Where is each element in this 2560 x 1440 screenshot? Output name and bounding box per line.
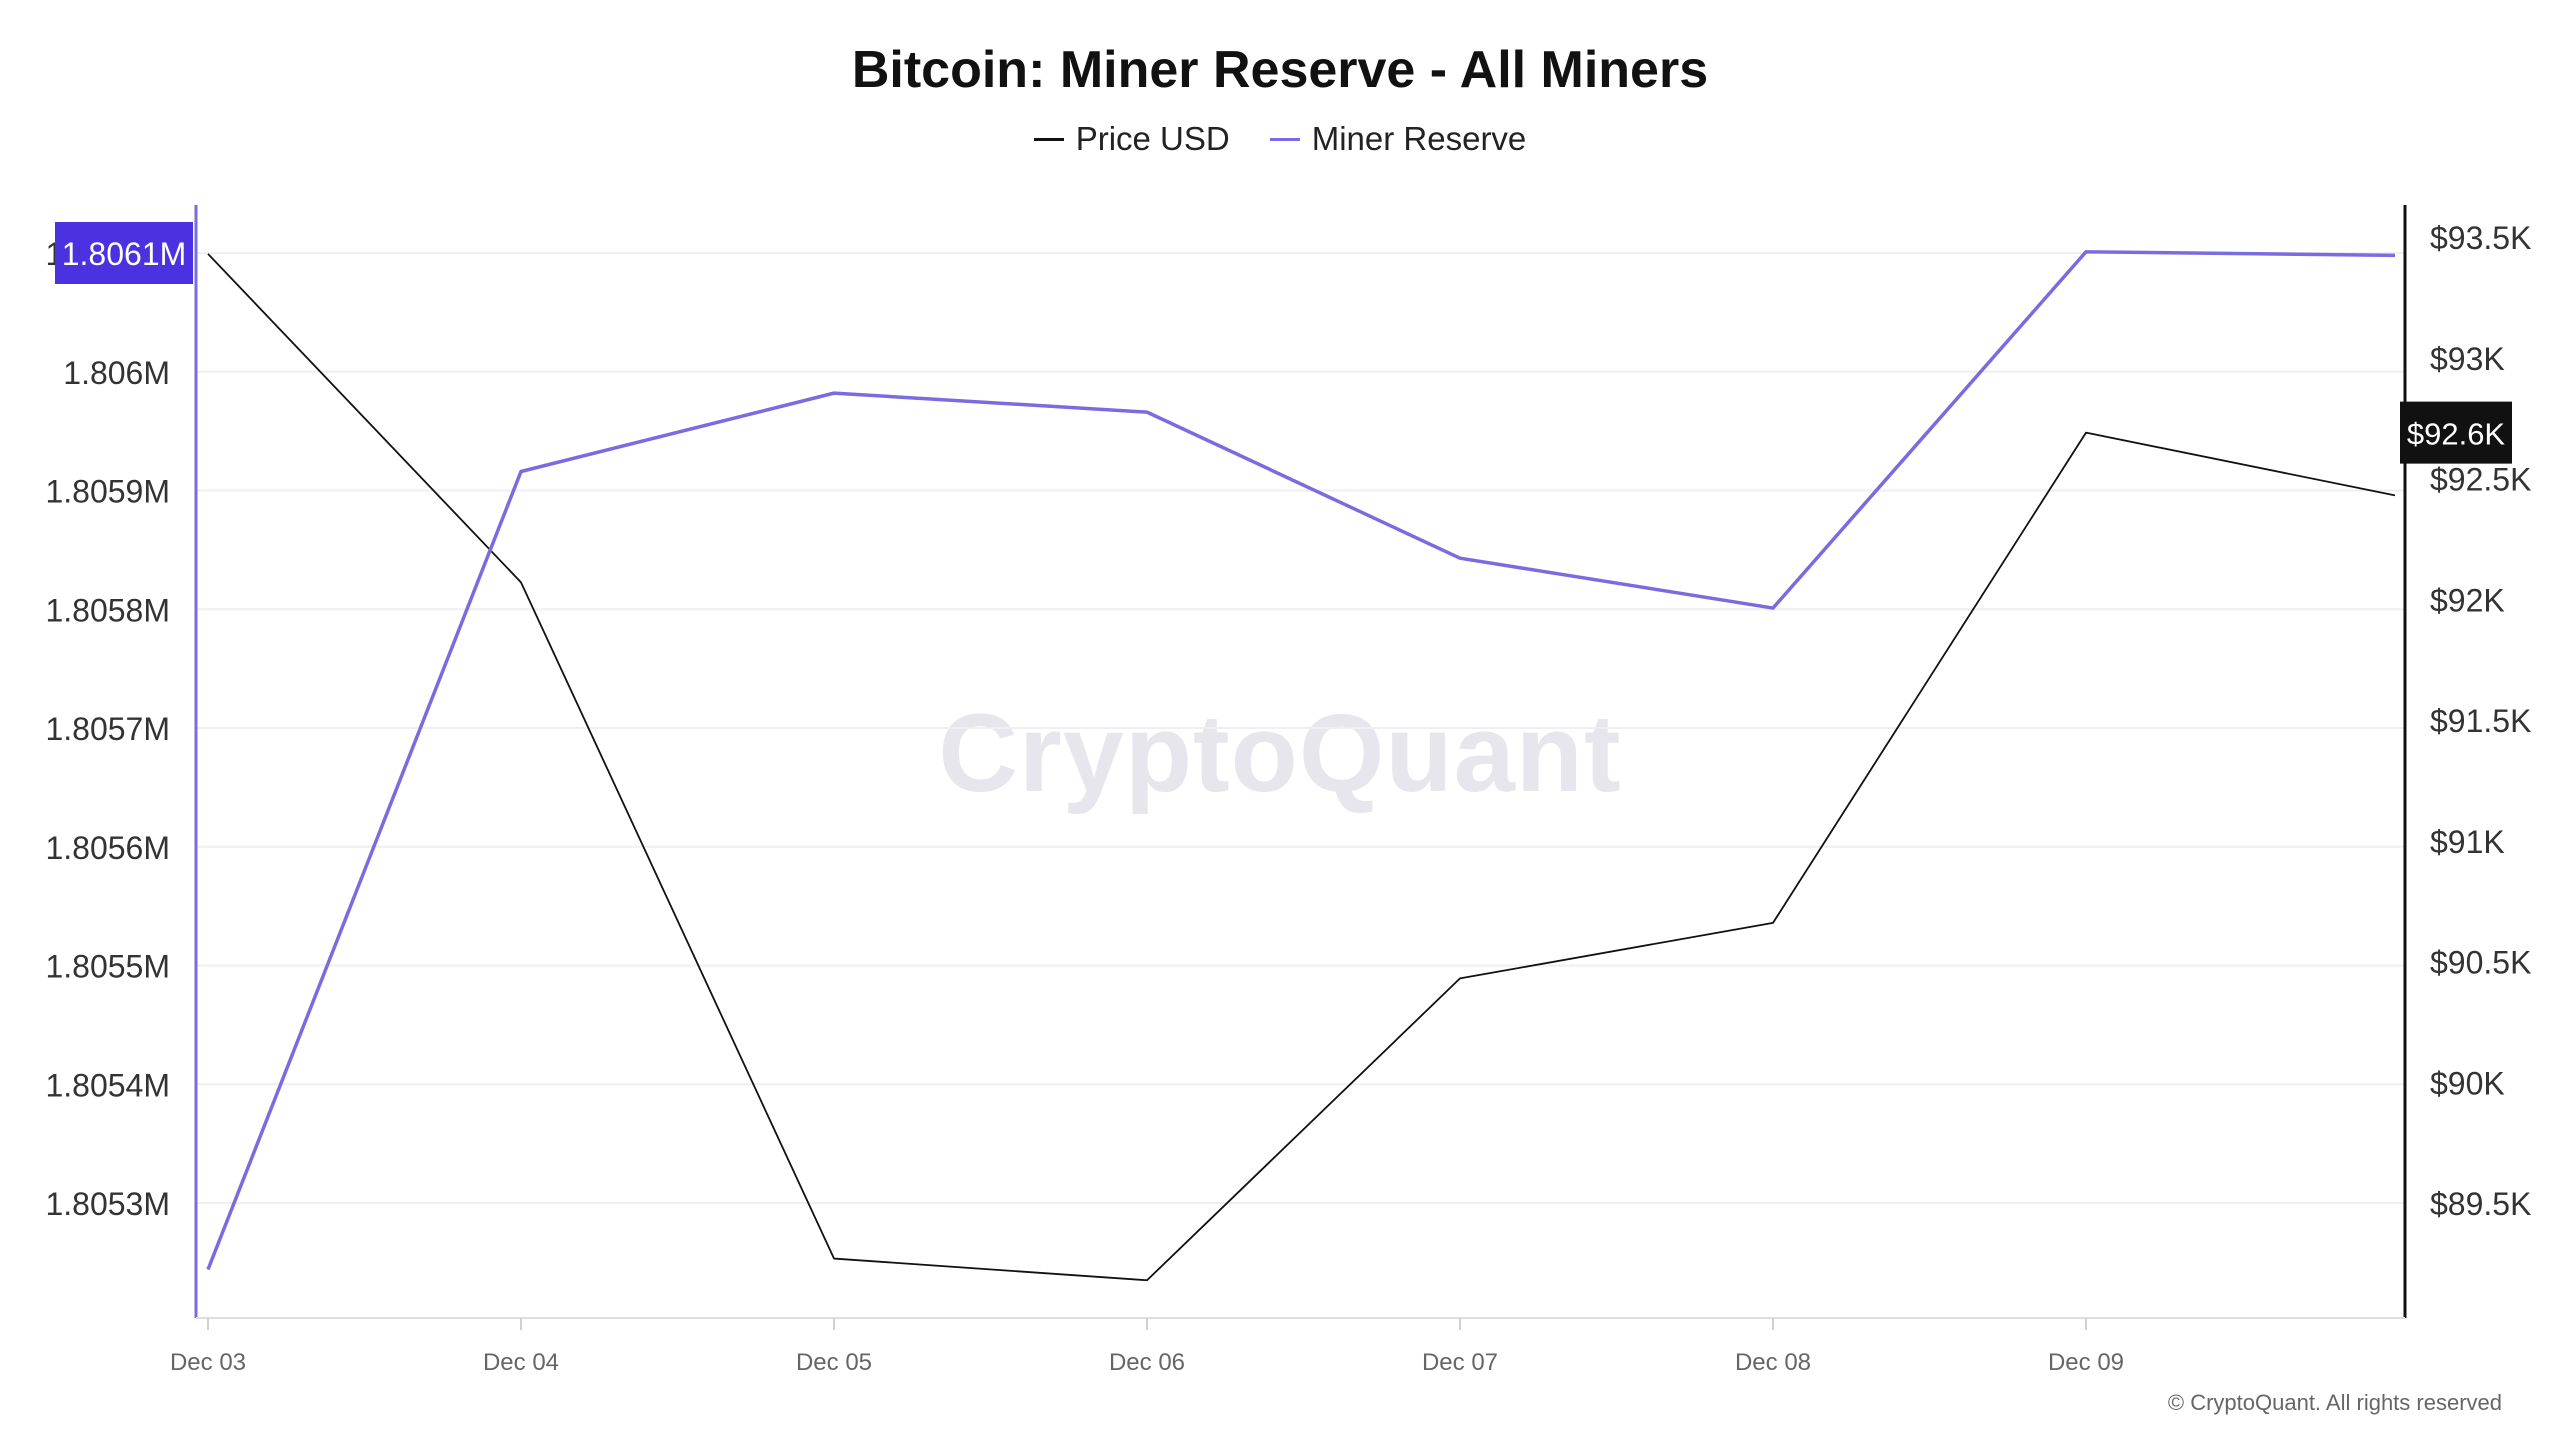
series-line-miner-reserve — [206, 250, 2396, 1271]
x-tick-label: Dec 09 — [2048, 1349, 2124, 1376]
legend-swatch-price — [1033, 137, 1064, 141]
tick-labels: 1.8053M 1.8054M 1.8055M 1.8056M 1.8057M 1.805… — [45, 220, 2531, 1376]
x-tick-label: Dec 08 — [1735, 1349, 1811, 1376]
y-right-tick-label: $90K — [2430, 1065, 2505, 1101]
y-left-tick-label: 1.8057M — [45, 711, 170, 747]
x-tick-label: Dec 05 — [796, 1349, 872, 1376]
y-right-tick-label: $91.5K — [2430, 703, 2531, 739]
y-left-tick-label: 1.8053M — [45, 1186, 170, 1222]
grid-lines — [196, 252, 2405, 1204]
current-value-right-label: $92.6K — [2407, 417, 2506, 452]
y-right-tick-label: $92K — [2430, 582, 2505, 618]
legend-swatch-miner-reserve — [1269, 137, 1300, 141]
legend-item-miner-reserve[interactable]: Miner Reserve — [1269, 120, 1527, 158]
y-right-tick-label: $91K — [2430, 824, 2505, 860]
y-left-tick-label: 1.8056M — [45, 830, 170, 866]
legend-label-price: Price USD — [1075, 120, 1230, 157]
x-tick-label: Dec 03 — [170, 1349, 246, 1376]
y-left-tick-label: 1.806M — [63, 355, 170, 391]
current-value-left-badge — [55, 222, 193, 284]
chart-title: Bitcoin: Miner Reserve - All Miners — [851, 41, 1709, 99]
x-tick-label: Dec 07 — [1422, 1349, 1498, 1376]
current-value-markers: 1.8061M $92.6K — [55, 222, 2512, 464]
y-left-tick-label: 1.8059M — [45, 474, 170, 510]
y-left-tick-label: 1.8054M — [45, 1067, 170, 1103]
y-right-tick-label: $93K — [2430, 341, 2505, 377]
series-lines — [206, 250, 2396, 1282]
x-tick-label: Dec 04 — [483, 1349, 559, 1376]
y-left-tick-label: 1.8058M — [45, 592, 170, 628]
legend-item-price[interactable]: Price USD — [1033, 120, 1230, 158]
axes — [194, 205, 2407, 1330]
y-right-tick-label: $90.5K — [2430, 945, 2531, 981]
series-line-price-usd — [207, 253, 2396, 1282]
y-right-tick-label: $89.5K — [2430, 1186, 2531, 1222]
current-value-right-badge — [2400, 401, 2512, 464]
y-right-tick-label: $92.5K — [2430, 462, 2531, 498]
current-value-left-label: 1.8061M — [62, 236, 187, 272]
legend-label-miner-reserve: Miner Reserve — [1311, 120, 1527, 157]
x-tick-label: Dec 06 — [1109, 1349, 1185, 1376]
y-right-tick-label: $93.5K — [2430, 220, 2531, 256]
copyright-footer: © CryptoQuant. All rights reserved — [2167, 1390, 2502, 1415]
y-left-tick-label: 1.8055M — [45, 949, 170, 985]
chart-legend: Price USD Miner Reserve — [0, 120, 2560, 158]
watermark: CryptoQuant — [938, 692, 1622, 815]
